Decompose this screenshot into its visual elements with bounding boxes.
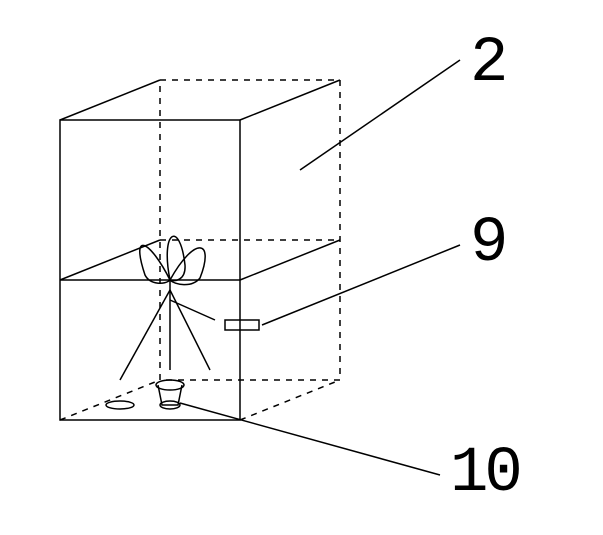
small-device: [225, 320, 259, 330]
leader-line: [180, 403, 440, 475]
label-10-text: 10: [450, 438, 519, 510]
label-9-text: 9: [470, 208, 504, 280]
label-2: 2: [300, 28, 504, 170]
label-10: 10: [180, 403, 519, 510]
floor-dish: [106, 401, 134, 409]
plant: [120, 236, 215, 380]
leader-line: [300, 60, 460, 170]
label-9: 9: [262, 208, 504, 325]
shelf-plane: [60, 240, 340, 280]
label-2-text: 2: [470, 28, 504, 100]
flower-pot: [156, 380, 184, 409]
cuboid-box: [60, 80, 340, 420]
leader-line: [262, 245, 460, 325]
